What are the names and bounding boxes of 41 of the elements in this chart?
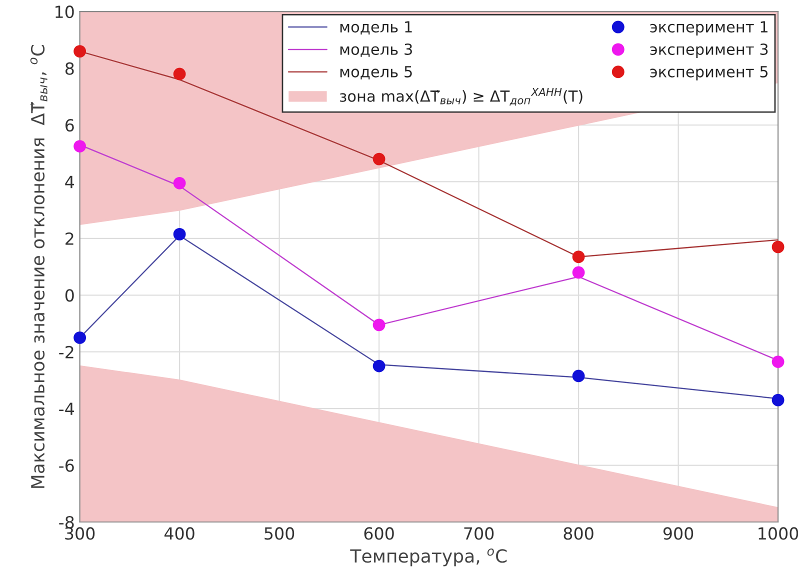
y-tick-label: 8 — [65, 62, 74, 75]
x-tick-label: 500 — [264, 527, 294, 540]
point — [74, 140, 86, 152]
x-tick-label: 300 — [65, 527, 95, 540]
legend-label: эксперимент 1 — [650, 21, 768, 36]
y-axis-title: Максимальное значение отклонения ΔT⃗$_{выч}$, $^{o}$C — [30, 44, 48, 488]
legend-label: зона max(ΔT⃗$_{выч}$) ≥ ΔT$_{доп}$$^{ХАНН}$(T) — [340, 88, 582, 106]
y-tick-label: -6 — [59, 459, 74, 472]
y-tick-label: 10 — [56, 6, 74, 18]
point — [173, 68, 186, 80]
x-tick-label: 900 — [663, 527, 694, 540]
y-tick-label: 6 — [66, 118, 74, 132]
point — [74, 331, 86, 344]
y-tick-label: 2 — [66, 232, 74, 245]
legend-label: эксперимент 3 — [650, 43, 768, 58]
point — [572, 250, 585, 264]
x-tick-label: 700 — [464, 527, 494, 540]
point — [772, 240, 784, 254]
legend-label: модель 1 — [340, 21, 412, 34]
x-tick-label: 400 — [164, 527, 194, 540]
point — [572, 370, 585, 382]
point — [173, 228, 186, 240]
point — [372, 152, 386, 166]
x-tick-label: 1000 — [758, 527, 798, 540]
y-tick-label: -2 — [59, 346, 74, 358]
point — [173, 176, 186, 190]
legend-label: эксперимент 5 — [650, 66, 768, 80]
x-tick-label: 600 — [364, 527, 394, 540]
legend-label: модель 5 — [340, 66, 412, 80]
point — [372, 360, 386, 372]
y-tick-label: 0 — [65, 289, 74, 302]
point — [772, 356, 784, 368]
y-tick-label: 4 — [65, 176, 74, 188]
legend-label: модель 3 — [340, 43, 412, 57]
point — [572, 266, 585, 279]
point — [74, 45, 86, 58]
point — [372, 318, 386, 332]
x-tick-label: 800 — [564, 527, 594, 540]
y-tick-label: -4 — [59, 402, 74, 415]
point — [772, 394, 784, 406]
x-axis-title: Температура, $^{o}$C — [350, 548, 507, 566]
